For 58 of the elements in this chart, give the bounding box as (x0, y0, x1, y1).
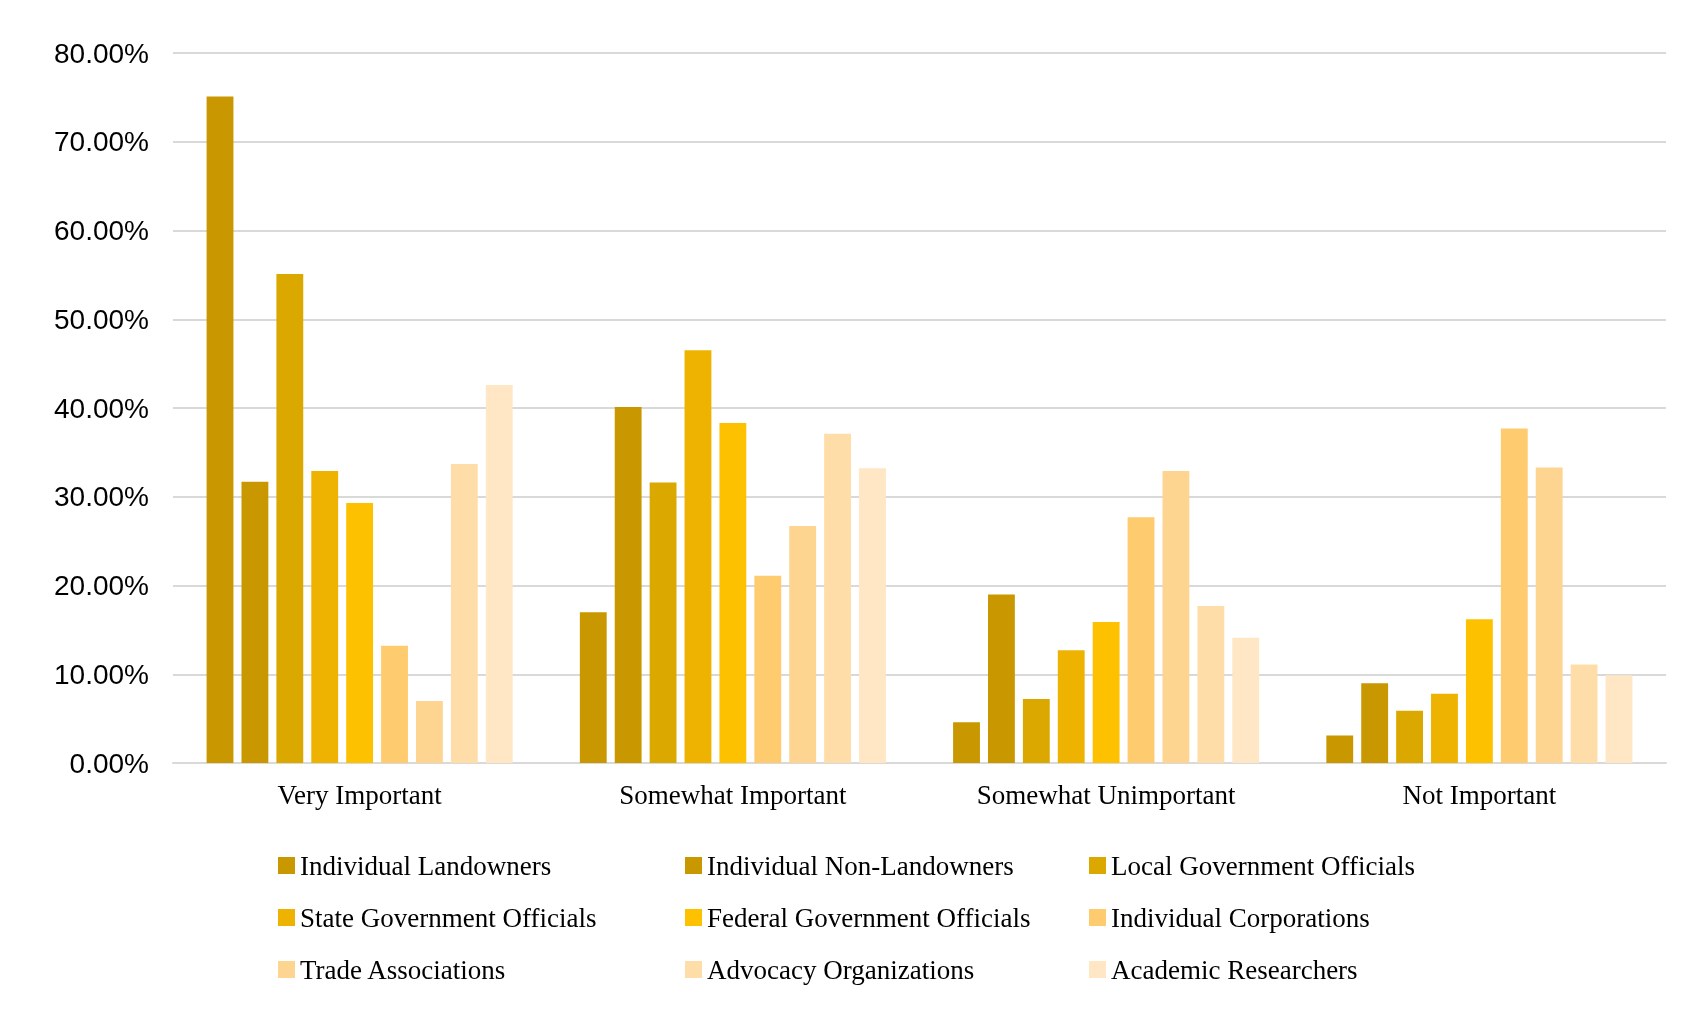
bar (953, 722, 980, 763)
bar (206, 96, 234, 763)
y-tick-label: 20.00% (54, 570, 149, 601)
y-tick-label: 80.00% (54, 37, 149, 69)
bar (1500, 428, 1528, 763)
x-tick-label: Somewhat Important (619, 779, 847, 810)
y-tick-label: 40.00% (54, 392, 149, 424)
bar (684, 350, 712, 763)
bar (789, 526, 817, 763)
bar (824, 433, 852, 763)
y-tick-label: 10.00% (54, 658, 149, 690)
legend-label: Individual Landowners (300, 850, 552, 881)
x-tick-label: Not Important (1402, 779, 1557, 810)
legend-label: Local Government Officials (1111, 850, 1415, 881)
legend-label: Individual Non-Landowners (707, 850, 1014, 881)
bar (416, 700, 443, 763)
bar (719, 423, 747, 763)
bar (1535, 467, 1563, 763)
legend-label: Advocacy Organizations (707, 954, 975, 985)
bar (1431, 693, 1458, 763)
bar (1465, 619, 1493, 763)
legend-label: Academic Researchers (1111, 954, 1358, 985)
bar (485, 384, 513, 763)
y-tick-label: 60.00% (54, 215, 149, 246)
bar (1127, 517, 1155, 763)
bar (1326, 735, 1354, 763)
y-tick-label: 70.00% (54, 126, 149, 158)
legend-label: Trade Associations (300, 954, 506, 985)
y-tick-label: 0.00% (69, 747, 149, 779)
bar (1570, 664, 1598, 763)
bar (1057, 650, 1085, 763)
bar (754, 575, 782, 763)
bar (1022, 699, 1050, 763)
legend-label: Federal Government Officials (707, 902, 1031, 933)
x-tick-label: Very Important (277, 779, 443, 810)
bar (450, 463, 478, 763)
bar (1605, 675, 1633, 763)
bar (1232, 637, 1260, 763)
bar (987, 594, 1015, 763)
bar (1162, 471, 1190, 763)
legend-label: State Government Officials (300, 902, 597, 933)
bar (276, 273, 304, 763)
x-tick-label: Somewhat Unimportant (976, 779, 1236, 810)
bar (241, 481, 269, 763)
bar (381, 645, 408, 763)
bar (1361, 683, 1389, 763)
bar (1197, 605, 1225, 763)
y-tick-label: 30.00% (54, 481, 149, 513)
y-tick-label: 50.00% (54, 303, 149, 335)
legend-label: Individual Corporations (1111, 902, 1370, 933)
bar (649, 482, 677, 763)
bar (614, 407, 642, 763)
bar (579, 612, 607, 763)
bar (311, 471, 339, 763)
bar (1092, 621, 1120, 763)
bar (859, 468, 886, 763)
bar (1396, 710, 1423, 763)
bar (346, 502, 374, 763)
